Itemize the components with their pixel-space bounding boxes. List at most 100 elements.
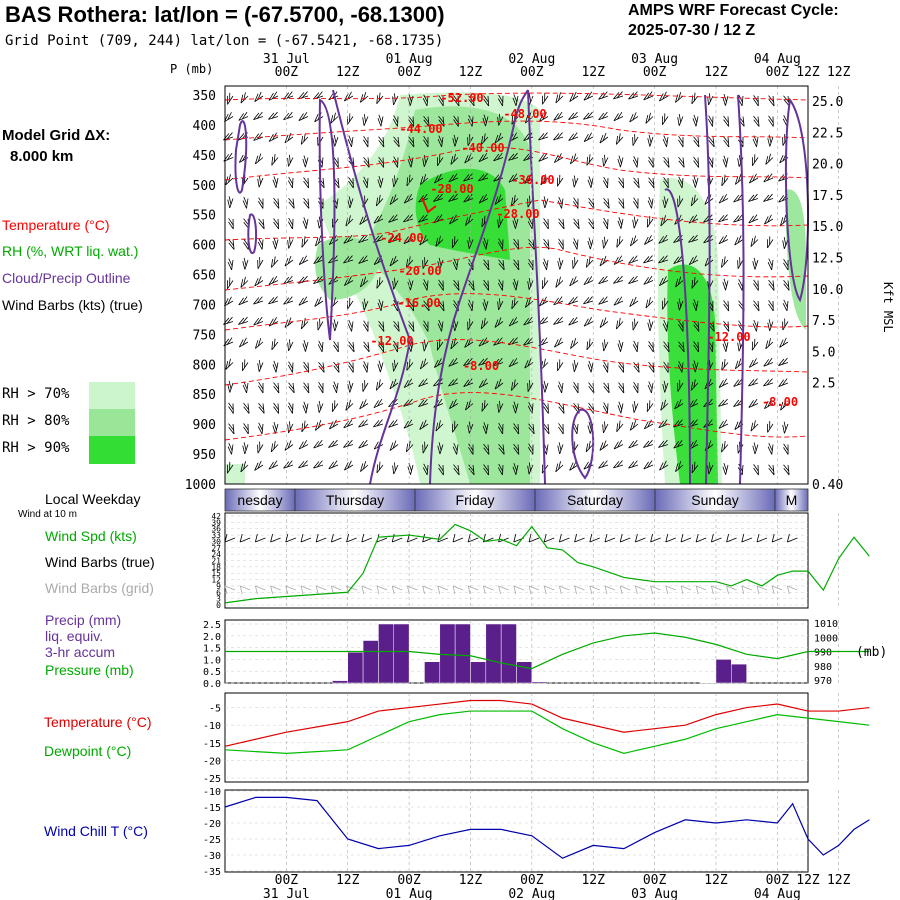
precip-bar [470,661,487,684]
wind-barb [435,420,444,432]
top-date-label: 02 Aug [508,52,555,67]
bottom-time-tick: 12Z [581,873,605,888]
dewpoint-line [224,710,870,754]
wind-barb [722,463,729,475]
wind-barb [673,255,684,264]
wind-barb [722,278,729,291]
wind-barb [643,439,654,448]
temperature-isoline-2 [224,146,809,181]
wind-barb [227,277,234,290]
wind-barb [783,259,789,271]
wind-tick-label: 42 [211,512,221,521]
wind-barb [423,135,429,148]
wind-barb [768,279,775,291]
wind-barb [332,319,339,332]
precip-bar [439,623,456,684]
wind-barb [268,460,279,470]
wind-barb [523,337,534,346]
wind-barb [573,218,580,230]
wind-barb [272,421,279,434]
pressure-tick-label: 750 [193,328,216,343]
wind-barb [598,296,609,305]
wind-barb [463,173,474,182]
cloud-outline-7 [664,188,691,485]
wind-barb-grid [650,585,661,595]
wind-barb [482,298,489,311]
wind-barb [629,235,639,247]
wind-barb [375,379,384,391]
wind-barb [645,297,654,309]
temperature-panel: -5 -10 -15 -20 -25 [203,692,870,785]
wind-barb [254,276,264,287]
wind-barb [483,259,490,271]
wind-barb [753,115,760,127]
wind-barb [328,460,339,470]
wind-barb [763,193,774,202]
wind-barb [378,156,385,168]
wind-tick-label: 33 [211,531,221,540]
wind-barb [508,173,519,183]
wind-barb [423,115,430,127]
wind-barb [227,442,234,455]
wind-barb [538,132,549,141]
wind-barb [663,341,670,353]
wind-barb [418,378,429,387]
wind-tick-label: 39 [211,518,221,527]
wind-barb [568,132,579,141]
wind-barb [677,114,684,126]
wind-barb-grid [559,585,570,595]
wind-barb-grid [756,585,768,595]
wind-barb [583,132,594,142]
wind-barb-true [574,533,585,543]
wind-barb [358,234,369,243]
wind-barb [406,174,414,187]
kft-tick-label: 5.0 [812,345,835,360]
wind-barb [658,419,669,429]
top-time-tick: 12Z [581,65,605,80]
wind-barb [556,174,564,187]
wind-barb [572,238,579,250]
wind-barb [660,399,669,411]
wind-barb [433,358,444,368]
wind-barb [347,135,354,148]
wind-barb [362,361,369,373]
wind-barb [238,296,249,306]
temperature-isoline-6 [224,339,809,386]
wind-barb [288,382,295,394]
wind-barb [599,317,609,328]
wind-barb [750,420,759,432]
weekday-label: Sunday [691,492,738,508]
wind-barb [392,175,399,188]
wind-barb-true [756,533,768,543]
pressure-tick-label: 400 [193,119,216,134]
wind-barb [558,218,565,230]
precip-bar [731,663,747,684]
wind-barb [616,236,624,248]
weekday-cell [774,488,809,512]
wind-barb [678,135,684,148]
wind-barb [497,279,504,291]
wind-tick-label: 18 [211,563,221,572]
pressure-tick-label: 850 [193,388,216,403]
wind-barb [583,111,594,120]
wind-barb-grid [771,585,783,595]
wind-barb [494,194,504,205]
wind-barb [618,382,625,394]
wind-barb [598,460,609,469]
wind-barb [287,154,294,167]
wind-barb [751,338,759,351]
wind-barb [510,379,519,391]
cloud-outline-2 [318,98,336,341]
wind-barb [227,196,234,209]
cloud-outline-10 [784,97,809,303]
wind-barb [764,214,774,225]
cross-section-frame [224,85,809,485]
wind-barb [541,277,549,289]
wind-barb [227,380,234,393]
temperature-isoline-1 [224,120,809,141]
grid-spacing-value: 8.000 km [10,148,74,165]
bottom-time-tick: 00Z [520,873,544,888]
rh80-label: RH > 80% [2,413,70,429]
wind-barb [389,440,399,451]
wind-barb [646,400,654,412]
